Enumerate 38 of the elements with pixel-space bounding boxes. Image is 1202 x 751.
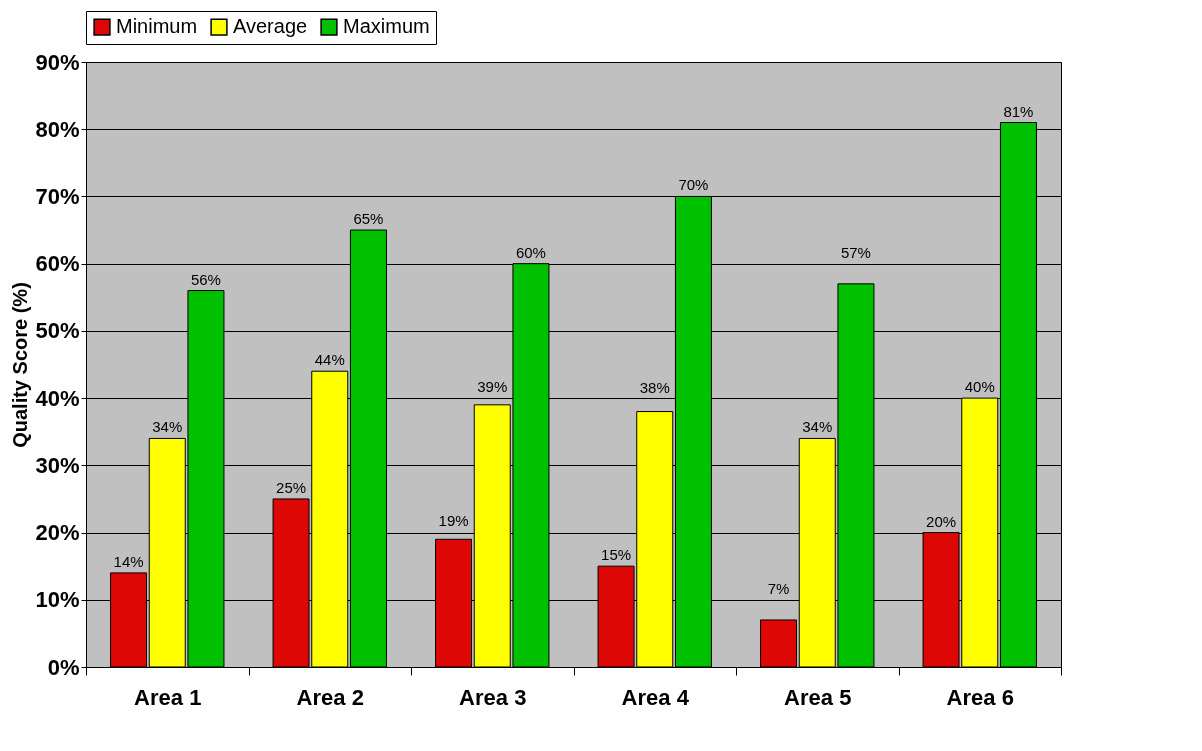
x-tick-label: Area 4 [621, 684, 690, 710]
y-tick-label: 60% [35, 251, 80, 277]
x-tick-label: Area 6 [946, 684, 1014, 710]
data-label: 7% [767, 579, 790, 597]
legend-label: Minimum [116, 15, 198, 38]
x-tick-label: Area 1 [134, 684, 202, 710]
y-tick-label: 10% [35, 587, 80, 613]
y-tick-label: 80% [35, 116, 80, 142]
legend-label: Average [233, 15, 308, 38]
y-axis-title: Quality Score (%) [9, 282, 32, 448]
y-tick-label: 40% [35, 385, 80, 411]
data-label: 56% [190, 270, 221, 288]
data-label: 15% [601, 546, 632, 564]
data-label: 20% [926, 512, 957, 530]
x-tick-label: Area 5 [784, 684, 852, 710]
y-tick-label: 0% [47, 654, 80, 680]
x-tick-label: Area 3 [459, 684, 527, 710]
data-label: 19% [438, 512, 469, 530]
data-label: 44% [314, 351, 345, 369]
y-tick-label: 50% [35, 318, 80, 344]
data-label: 60% [515, 243, 546, 261]
data-label: 34% [152, 418, 183, 436]
y-tick-label: 70% [35, 183, 80, 209]
x-tick-label: Area 2 [296, 684, 364, 710]
legend-label: Maximum [343, 15, 430, 38]
y-tick-label: 20% [35, 520, 80, 546]
y-tick-label: 30% [35, 452, 80, 478]
data-label: 14% [113, 552, 144, 570]
data-label: 65% [353, 210, 384, 228]
data-label: 25% [276, 478, 307, 496]
data-label: 39% [477, 377, 508, 395]
data-label: 34% [802, 418, 833, 436]
data-label: 38% [639, 378, 670, 396]
data-label: 57% [840, 243, 871, 261]
data-label: 70% [678, 176, 709, 194]
data-label: 40% [964, 378, 995, 396]
y-tick-label: 90% [35, 49, 80, 75]
data-label: 81% [1003, 102, 1034, 120]
